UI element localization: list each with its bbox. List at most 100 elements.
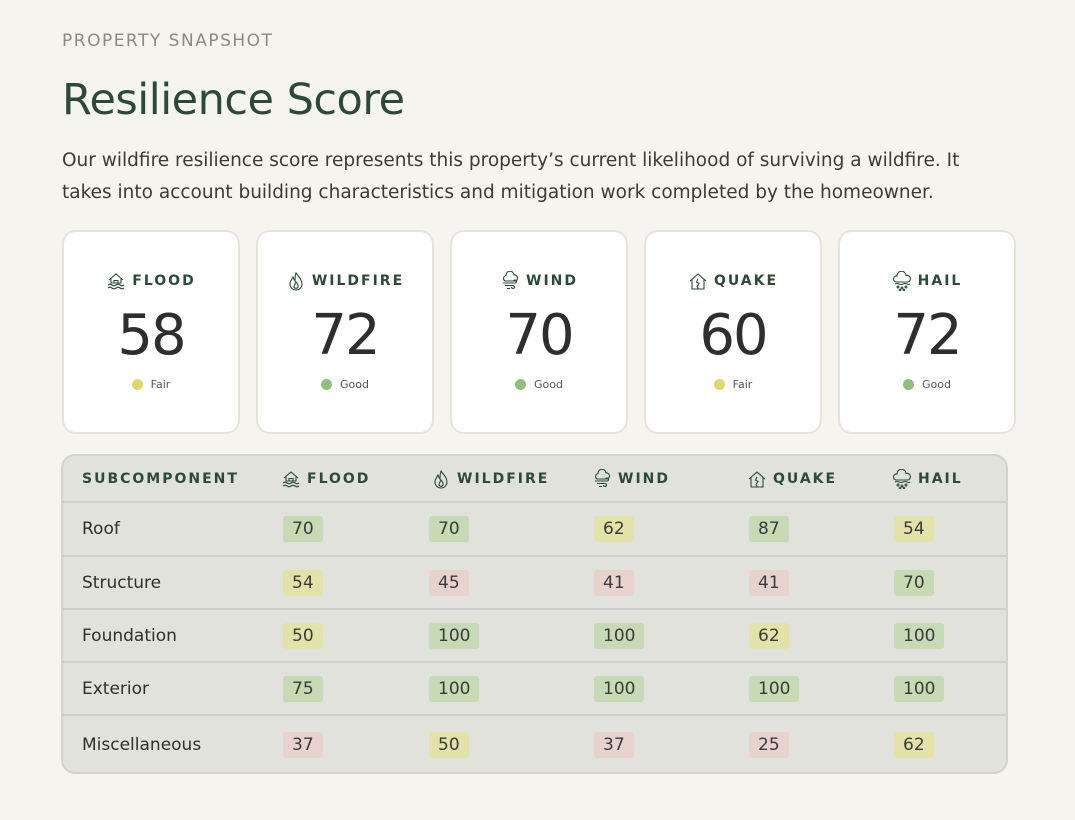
row-label-cell: Foundation: [82, 610, 177, 661]
score-pill-good: 100: [594, 622, 645, 649]
page-title: Resilience Score: [62, 75, 405, 125]
wind-icon: [592, 468, 612, 489]
score-pill-good: 70: [894, 569, 934, 596]
score-card-header: FLOOD: [106, 270, 195, 292]
status-dot: [321, 379, 333, 390]
score-cell: 70: [894, 557, 934, 608]
score-pill-good: 100: [749, 675, 800, 702]
row-label: Structure: [82, 572, 162, 593]
score-pill-good: 87: [749, 516, 789, 542]
score-pill-good: 100: [429, 675, 480, 702]
score-pill-good: 70: [283, 516, 323, 542]
score-card-flood: FLOOD 58 Fair: [62, 230, 240, 434]
row-label: Exterior: [82, 678, 150, 699]
score-cell: 100: [594, 610, 645, 661]
table-row: Exterior 75 100 100 100 100: [63, 663, 1006, 716]
table-row: Roof 70 70 62 87 54: [63, 503, 1006, 557]
table-row: Foundation 50 100 100 62 100: [63, 610, 1006, 663]
score-cell: 100: [749, 663, 800, 714]
row-label-cell: Roof: [82, 503, 120, 555]
score-cell: 100: [894, 663, 945, 714]
score-card-label: QUAKE: [713, 273, 779, 289]
status-label: Fair: [732, 378, 753, 391]
score-pill-poor: 41: [594, 569, 634, 596]
status-indicator: Good: [515, 378, 563, 391]
score-pill-fair: 62: [594, 516, 634, 542]
score-cell: 62: [749, 610, 789, 661]
score-cell: 100: [594, 663, 645, 714]
table-header-label: WIND: [618, 470, 670, 487]
table-header-label: WILDFIRE: [457, 470, 550, 487]
score-pill-fair: 54: [283, 569, 323, 596]
status-indicator: Fair: [131, 378, 171, 391]
table-header-label: SUBCOMPONENT: [82, 470, 239, 487]
score-cell: 50: [283, 610, 323, 661]
row-label: Miscellaneous: [82, 735, 202, 755]
status-dot: [131, 379, 143, 390]
status-indicator: Good: [321, 378, 369, 391]
subcomponent-table: SUBCOMPONENT FLOOD WILDFIRE WIND QUAKE HAIL Ro…: [61, 454, 1008, 774]
score-card-quake: QUAKE 60 Fair: [644, 230, 822, 434]
score-pill-poor: 25: [749, 732, 789, 758]
score-cell: 75: [283, 663, 323, 714]
row-label-cell: Structure: [82, 557, 161, 608]
score-card-wind: WIND 70 Good: [450, 230, 628, 434]
score-value: 70: [505, 303, 574, 368]
score-pill-poor: 37: [594, 732, 634, 758]
score-value: 58: [117, 303, 186, 368]
score-value: 72: [893, 303, 962, 368]
wildfire-icon: [431, 469, 451, 489]
page-description: Our wildfire resilience score represents…: [62, 150, 960, 203]
table-header-label: QUAKE: [773, 470, 838, 487]
status-label: Good: [534, 378, 563, 391]
score-pill-poor: 37: [283, 732, 323, 758]
score-pill-good: 70: [429, 516, 469, 542]
row-label: Foundation: [82, 625, 177, 646]
score-cell: 54: [894, 503, 934, 555]
status-dot: [515, 379, 527, 390]
score-pill-good: 75: [283, 675, 323, 702]
score-card-label: HAIL: [917, 273, 963, 289]
eyebrow-label: PROPERTY SNAPSHOT: [62, 31, 274, 51]
score-card-header: WILDFIRE: [286, 270, 404, 292]
score-cell: 37: [283, 716, 323, 772]
table-header-flood: FLOOD: [281, 456, 370, 501]
score-pill-fair: 50: [283, 622, 323, 649]
score-cell: 100: [894, 610, 945, 661]
wind-icon: [500, 271, 520, 291]
status-label: Fair: [150, 378, 171, 391]
score-pill-poor: 45: [429, 569, 469, 596]
score-cell: 41: [594, 557, 634, 608]
score-cell: 87: [749, 503, 789, 555]
score-pill-fair: 62: [749, 622, 789, 649]
score-cell: 37: [594, 716, 634, 772]
table-header-row: SUBCOMPONENT FLOOD WILDFIRE WIND QUAKE HAIL: [63, 456, 1006, 503]
row-label-cell: Exterior: [82, 663, 149, 714]
status-indicator: Good: [903, 378, 951, 391]
score-cell: 25: [749, 716, 789, 772]
score-pill-good: 100: [894, 622, 945, 649]
score-pill-fair: 62: [894, 732, 934, 758]
score-cell: 62: [894, 716, 934, 772]
score-pill-good: 100: [429, 622, 480, 649]
status-indicator: Fair: [713, 378, 753, 391]
score-pill-good: 100: [894, 675, 945, 702]
flood-icon: [106, 271, 126, 291]
score-value: 72: [311, 303, 380, 368]
quake-icon: [747, 469, 767, 489]
status-dot: [713, 379, 725, 390]
status-label: Good: [922, 378, 951, 391]
score-cell: 70: [429, 503, 469, 555]
score-cell: 100: [429, 610, 480, 661]
score-value: 60: [699, 303, 768, 368]
score-cell: 41: [749, 557, 789, 608]
score-pill-poor: 41: [749, 569, 789, 596]
row-label: Roof: [82, 519, 120, 539]
score-card-wildfire: WILDFIRE 72 Good: [256, 230, 434, 434]
score-pill-fair: 54: [894, 516, 934, 542]
score-cell: 54: [283, 557, 323, 608]
score-cards: FLOOD 58 Fair WILDFIRE 72 Good WIND 70 Good QUAKE…: [62, 230, 1016, 434]
score-card-label: FLOOD: [132, 273, 196, 289]
table-header-quake: QUAKE: [747, 456, 837, 501]
row-label-cell: Miscellaneous: [82, 716, 202, 772]
